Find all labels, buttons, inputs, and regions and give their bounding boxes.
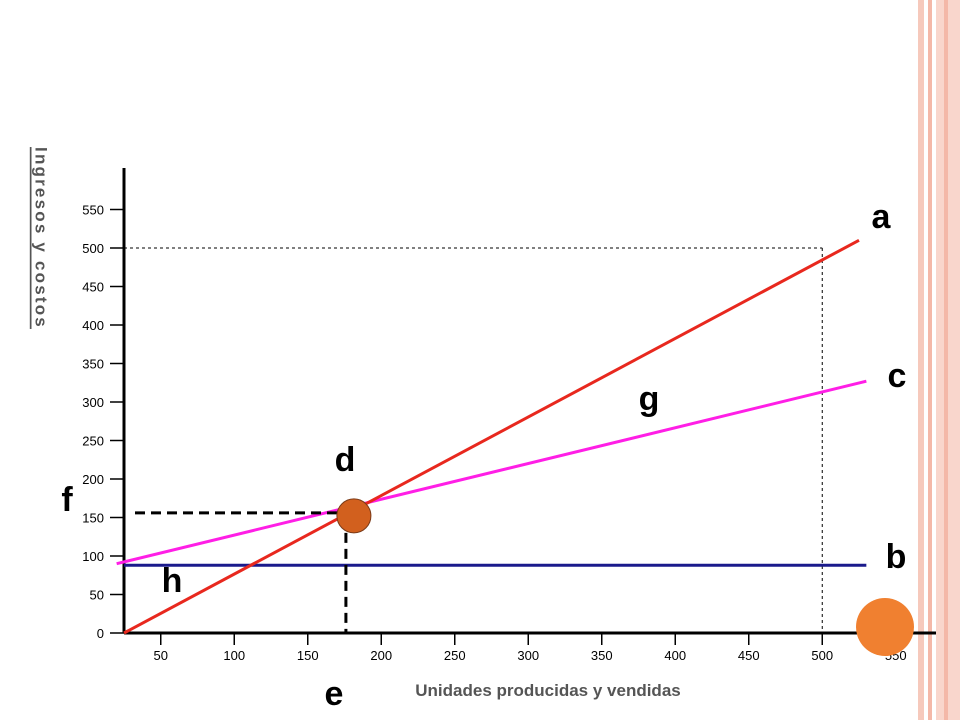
x-tick-label: 50 [154,648,168,663]
x-tick-label: 300 [517,648,539,663]
y-tick-label: 300 [82,395,104,410]
annotation-d: d [335,441,356,479]
y-tick-label: 350 [82,357,104,372]
y-axis-title: Ingresos y costos [32,147,51,329]
annotation-b: b [886,538,907,576]
x-tick-label: 150 [297,648,319,663]
y-tick-label: 150 [82,511,104,526]
variable-cost-line-c [116,379,867,566]
annotation-h: h [162,562,183,600]
y-tick-label: 550 [82,203,104,218]
y-tick-label: 100 [82,549,104,564]
plot-area: 0 50 100 150 200 250 300 350 400 450 500 550 50 100 15… [32,147,936,713]
accent-circle [856,598,914,656]
x-tick-label: 250 [444,648,466,663]
y-tick-label: 250 [82,434,104,449]
y-tick-label: 0 [97,626,104,641]
annotation-c: c [888,357,907,395]
y-tick-label: 200 [82,472,104,487]
break-even-marker [336,498,372,534]
slide-frame [918,0,960,720]
x-tick-label: 450 [738,648,760,663]
x-tick-label: 400 [664,648,686,663]
x-tick-label: 500 [811,648,833,663]
x-tick-label: 350 [591,648,613,663]
y-tick-label: 450 [82,280,104,295]
y-tick-label: 500 [82,241,104,256]
annotation-e: e [325,675,344,713]
x-axis-title: Unidades producidas y vendidas [415,681,680,700]
revenue-line-a [123,238,860,635]
annotation-f: f [61,481,73,519]
annotation-g: g [639,380,660,418]
annotation-a: a [872,198,892,236]
y-tick-label: 50 [90,588,104,603]
y-tick-label: 400 [82,318,104,333]
x-tick-label: 100 [223,648,245,663]
x-tick-label: 200 [370,648,392,663]
